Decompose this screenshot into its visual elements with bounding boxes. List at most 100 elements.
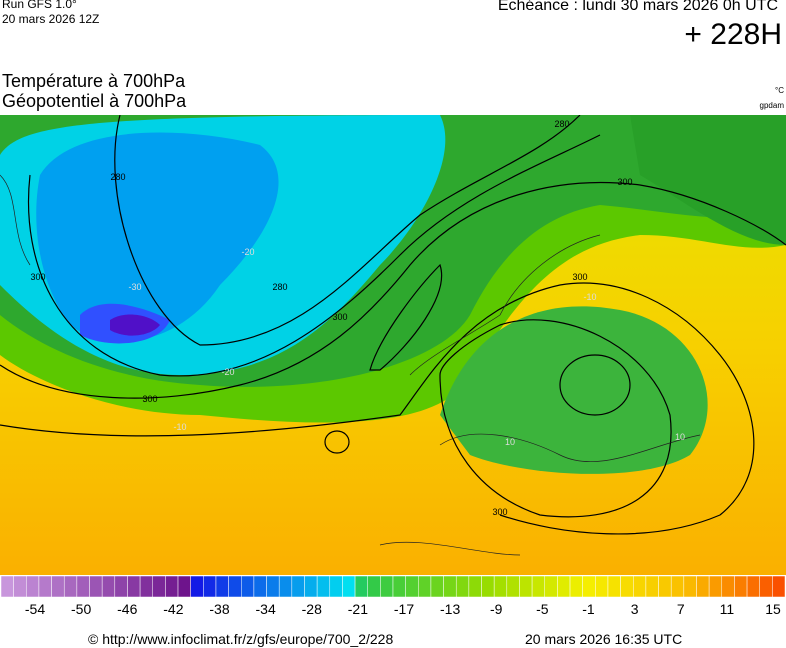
- colorbar-label: -13: [440, 601, 460, 617]
- colorbar-swatch: [253, 575, 267, 598]
- colorbar-swatch: [633, 575, 647, 598]
- colorbar: -54 -50 -46 -42 -38 -34 -28 -21 -17 -13 -9 -5 -1 3 7 11…: [0, 575, 786, 617]
- colorbar-swatch: [582, 575, 596, 598]
- colorbar-swatch: [342, 575, 356, 598]
- colorbar-swatch: [645, 575, 659, 598]
- colorbar-swatch: [114, 575, 128, 598]
- colorbar-swatch: [468, 575, 482, 598]
- colorbar-label: -28: [302, 601, 322, 617]
- colorbar-swatch: [658, 575, 672, 598]
- colorbar-swatch: [101, 575, 116, 598]
- colorbar-swatch: [772, 575, 786, 598]
- colorbar-swatch: [241, 575, 255, 598]
- coastline: [0, 174, 701, 556]
- colorbar-label: -34: [256, 601, 276, 617]
- colorbar-swatch: [519, 575, 533, 598]
- colorbar-swatch: [531, 575, 545, 598]
- colorbar-swatch: [380, 575, 394, 598]
- colorbar-swatch: [76, 575, 90, 598]
- colorbar-label: -1: [582, 601, 595, 617]
- colorbar-swatch: [152, 575, 166, 598]
- colorbar-swatch: [215, 575, 229, 598]
- contour-label: 280: [272, 282, 287, 292]
- colorbar-swatch: [26, 575, 40, 598]
- colorbar-swatch: [51, 575, 65, 598]
- colorbar-swatch: [316, 575, 331, 598]
- contour-label: 300: [30, 272, 45, 282]
- title-temperature: Température à 700hPa: [2, 71, 186, 91]
- contour-label: 300: [332, 312, 347, 322]
- colorbar-label: -17: [394, 601, 414, 617]
- contour: [0, 182, 786, 399]
- colorbar-swatch: [13, 575, 27, 598]
- colorbar-label: -5: [536, 601, 549, 617]
- echeance: Echéance : lundi 30 mars 2026 0h UTC: [497, 0, 778, 14]
- colorbar-swatch: [354, 575, 368, 598]
- colorbar-swatch: [430, 575, 444, 598]
- colorbar-swatch: [455, 575, 470, 598]
- contour-label: -10: [583, 292, 596, 302]
- coastlines: [0, 174, 701, 556]
- colorbar-label: 11: [720, 601, 735, 617]
- colorbar-swatch: [203, 575, 217, 598]
- colorbar-swatch: [304, 575, 318, 598]
- colorbar-swatch: [418, 575, 432, 598]
- colorbar-swatch: [392, 575, 406, 598]
- colorbar-swatch: [0, 575, 14, 598]
- colorbar-label: -50: [71, 601, 91, 617]
- colorbar-swatch: [557, 575, 571, 598]
- colorbar-swatch: [544, 575, 558, 598]
- contour-label: 300: [142, 394, 157, 404]
- colorbar-label: -9: [490, 601, 503, 617]
- colorbar-label: -21: [348, 601, 368, 617]
- temperature-band: [36, 132, 279, 342]
- colorbar-label: 15: [765, 601, 781, 617]
- colorbar-swatch: [746, 575, 760, 598]
- contour-label: 10: [675, 432, 685, 442]
- colorbar-swatch: [367, 575, 381, 598]
- contour-label: 300: [617, 177, 632, 187]
- map: 280 280 280 300 300 300 300 300 300 -10 -10 -20 -20 -…: [0, 115, 786, 575]
- contour: [114, 115, 581, 346]
- contour-label: -10: [173, 422, 186, 432]
- temperature-band: [440, 306, 708, 474]
- colorbar-swatch: [708, 575, 723, 598]
- colorbar-label: -54: [25, 601, 45, 617]
- contour-label: 280: [554, 119, 569, 129]
- colorbar-swatch: [89, 575, 103, 598]
- contour: [324, 430, 350, 454]
- colorbar-swatch: [443, 575, 457, 598]
- colorbar-label: 3: [631, 601, 639, 617]
- colorbar-swatch: [165, 575, 179, 598]
- colorbar-swatch: [329, 575, 343, 598]
- run-label: Run GFS 1.0°: [2, 0, 77, 11]
- colorbar-label: -38: [209, 601, 229, 617]
- colorbar-label: -42: [163, 601, 183, 617]
- colorbar-swatch: [683, 575, 697, 598]
- colorbar-swatch: [670, 575, 685, 598]
- colorbar-swatch: [493, 575, 508, 598]
- contour: [27, 134, 601, 377]
- contour-label: 10: [505, 437, 515, 447]
- contour-label: 280: [110, 172, 125, 182]
- colorbar-swatch: [405, 575, 419, 598]
- title-geopotential: Géopotentiel à 700hPa: [2, 91, 187, 111]
- colorbar-swatch: [278, 575, 293, 598]
- contour: [369, 263, 443, 371]
- colorbar-swatch: [569, 575, 583, 598]
- geo-unit: gpdam: [759, 101, 784, 110]
- colorbar-swatch: [38, 575, 52, 598]
- colorbar-swatch: [620, 575, 634, 598]
- colorbar-swatch: [759, 575, 773, 598]
- colorbar-swatch: [506, 575, 520, 598]
- colorbar-swatch: [190, 575, 204, 598]
- colorbar-label: -46: [117, 601, 137, 617]
- temp-unit: °C: [775, 86, 784, 95]
- run-date: 20 mars 2026 12Z: [2, 12, 100, 26]
- colorbar-swatch: [481, 575, 495, 598]
- colorbar-swatch: [139, 575, 153, 598]
- colorbar-swatch: [734, 575, 748, 598]
- contour: [0, 282, 755, 535]
- colorbar-swatch: [63, 575, 78, 598]
